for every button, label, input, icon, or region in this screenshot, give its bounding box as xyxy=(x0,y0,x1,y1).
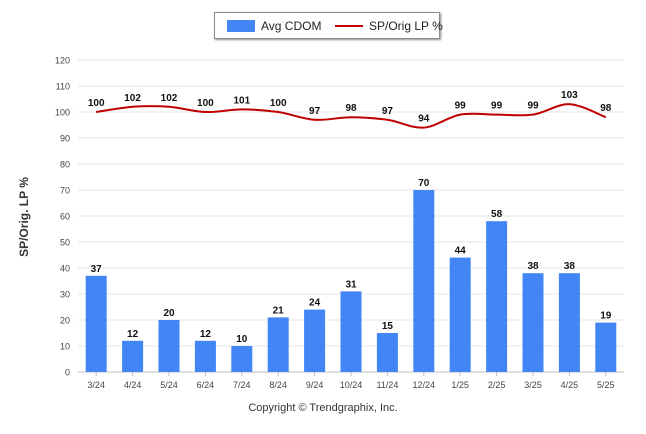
x-tick-label: 9/24 xyxy=(306,380,324,390)
x-tick-label: 4/24 xyxy=(124,380,142,390)
bar xyxy=(413,190,435,372)
y-tick-label: 10 xyxy=(60,342,70,352)
legend-swatch-sp-orig-lp xyxy=(335,25,363,27)
y-tick-label: 40 xyxy=(60,264,70,274)
bar xyxy=(340,291,362,372)
x-tick-label: 6/24 xyxy=(197,380,215,390)
bar xyxy=(122,340,144,372)
bar-data-label: 24 xyxy=(309,298,321,309)
bar xyxy=(449,257,471,372)
bar-data-label: 38 xyxy=(527,261,539,272)
x-tick-label: 10/24 xyxy=(340,380,363,390)
line-data-label: 102 xyxy=(124,93,141,104)
bar xyxy=(595,322,617,372)
bar-data-label: 31 xyxy=(345,279,357,290)
line-data-label: 94 xyxy=(418,114,430,125)
x-tick-label: 4/25 xyxy=(561,380,579,390)
bar xyxy=(231,346,253,372)
bar-data-label: 12 xyxy=(127,329,139,340)
line-data-label: 99 xyxy=(491,101,503,112)
line-data-label: 100 xyxy=(88,98,105,109)
y-tick-label: 110 xyxy=(56,82,70,92)
y-tick-label: 20 xyxy=(60,316,70,326)
line-data-label: 98 xyxy=(345,103,357,114)
line-data-label: 99 xyxy=(455,101,467,112)
line-data-label: 99 xyxy=(527,101,539,112)
line-data-label: 97 xyxy=(309,106,321,117)
line-data-label: 100 xyxy=(270,98,287,109)
x-tick-label: 8/24 xyxy=(269,380,287,390)
bar xyxy=(304,309,326,372)
x-tick-label: 5/25 xyxy=(597,380,615,390)
x-tick-label: 11/24 xyxy=(376,380,398,390)
bar-data-label: 19 xyxy=(600,311,612,322)
x-tick-label: 12/24 xyxy=(413,380,436,390)
bar-data-label: 38 xyxy=(564,261,576,272)
y-tick-label: 100 xyxy=(55,108,70,118)
legend: Avg CDOM SP/Orig LP % xyxy=(214,12,443,39)
x-tick-label: 2/25 xyxy=(488,380,506,390)
bar-data-label: 12 xyxy=(200,329,212,340)
bar xyxy=(85,275,107,372)
bar-data-label: 70 xyxy=(418,178,430,189)
line-data-label: 97 xyxy=(382,106,394,117)
bar xyxy=(558,273,580,372)
line-series-sp-orig-lp xyxy=(96,103,607,129)
y-tick-label: 60 xyxy=(60,212,70,222)
x-tick-label: 7/24 xyxy=(233,380,251,390)
y-tick-label: 30 xyxy=(60,290,70,300)
bar-data-label: 20 xyxy=(163,308,175,319)
bar-data-label: 21 xyxy=(273,305,285,316)
line-data-label: 102 xyxy=(161,93,178,104)
bar-data-label: 15 xyxy=(382,321,394,332)
copyright-footer: Copyright © Trendgraphix, Inc. xyxy=(248,402,398,414)
x-tick-label: 3/24 xyxy=(87,380,105,390)
bar-data-label: 58 xyxy=(491,209,503,220)
bar xyxy=(158,320,180,372)
x-tick-label: 1/25 xyxy=(451,380,469,390)
legend-label-sp-orig-lp: SP/Orig LP % xyxy=(369,19,443,33)
bar xyxy=(194,340,216,372)
line-data-label: 101 xyxy=(233,95,250,106)
bar-data-label: 37 xyxy=(91,264,103,275)
bar xyxy=(376,333,398,372)
bar xyxy=(522,273,544,372)
bar-data-label: 44 xyxy=(455,246,467,257)
legend-label-avg-cdom: Avg CDOM xyxy=(261,19,322,33)
bar xyxy=(486,221,508,372)
y-tick-label: 120 xyxy=(55,56,70,66)
x-tick-label: 3/25 xyxy=(524,380,542,390)
line-data-label: 98 xyxy=(600,103,612,114)
line-data-label: 103 xyxy=(561,90,578,101)
bar-data-label: 10 xyxy=(236,334,248,345)
y-tick-label: 90 xyxy=(60,134,70,144)
y-tick-label: 80 xyxy=(60,160,70,170)
y-tick-label: 0 xyxy=(65,368,70,378)
x-tick-label: 5/24 xyxy=(160,380,178,390)
bar xyxy=(267,317,289,372)
y-axis-title: SP/Orig. LP % xyxy=(17,177,31,257)
legend-swatch-avg-cdom xyxy=(227,20,255,32)
y-tick-label: 70 xyxy=(60,186,70,196)
y-tick-label: 50 xyxy=(60,238,70,248)
line-data-label: 100 xyxy=(197,98,214,109)
